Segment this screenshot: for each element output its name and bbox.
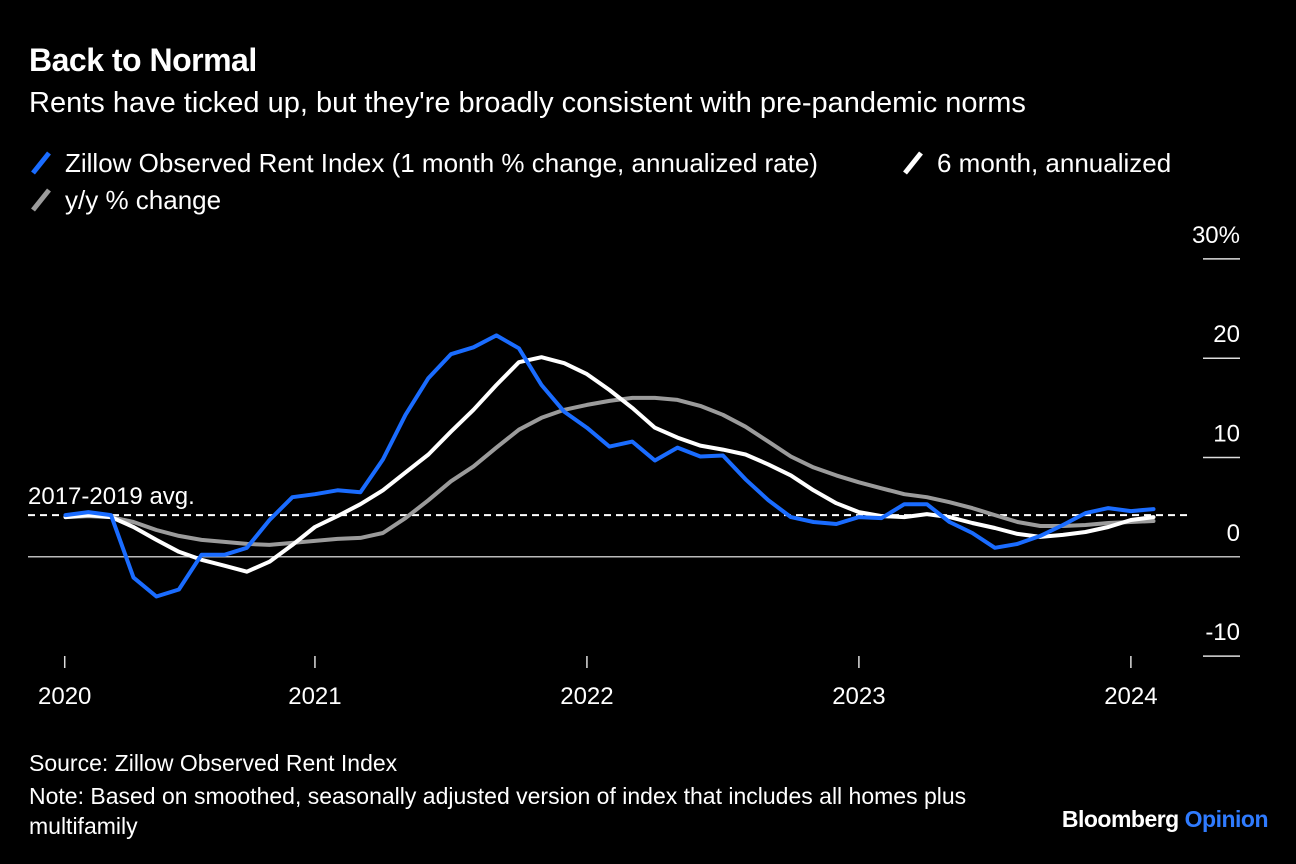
- legend-label: 6 month, annualized: [937, 148, 1171, 178]
- x-tick-label: 2021: [288, 683, 341, 710]
- legend-label: y/y % change: [65, 185, 221, 215]
- y-tick-label: -10: [1205, 619, 1240, 646]
- y-tick-label: 30%: [1192, 222, 1240, 249]
- brand-sub: Opinion: [1184, 806, 1269, 832]
- reference-label: 2017-2019 avg.: [28, 483, 195, 510]
- legend-swatch: [31, 188, 51, 212]
- source-note: Source: Zillow Observed Rent Index: [29, 750, 398, 776]
- legend-label: Zillow Observed Rent Index (1 month % ch…: [65, 148, 818, 178]
- series-line: [63, 395, 1156, 547]
- series-line: [63, 333, 1156, 599]
- brand-name: Bloomberg: [1061, 806, 1179, 832]
- chart-subtitle: Rents have ticked up, but they're broadl…: [29, 87, 1026, 119]
- footnote: Note: Based on smoothed, seasonally adju…: [29, 783, 967, 839]
- x-tick-label: 2023: [832, 683, 885, 710]
- y-tick-label: 20: [1213, 321, 1240, 348]
- series-line: [63, 355, 1156, 574]
- y-tick-label: 0: [1227, 520, 1240, 547]
- x-tick-label: 2020: [38, 683, 91, 710]
- chart-title: Back to Normal: [29, 42, 257, 78]
- x-tick-label: 2024: [1104, 683, 1157, 710]
- brand-logo: Bloomberg Opinion: [1061, 806, 1269, 833]
- legend-swatch: [903, 151, 923, 175]
- legend-swatch: [31, 151, 51, 175]
- x-tick-label: 2022: [560, 683, 613, 710]
- y-tick-label: 10: [1213, 421, 1240, 448]
